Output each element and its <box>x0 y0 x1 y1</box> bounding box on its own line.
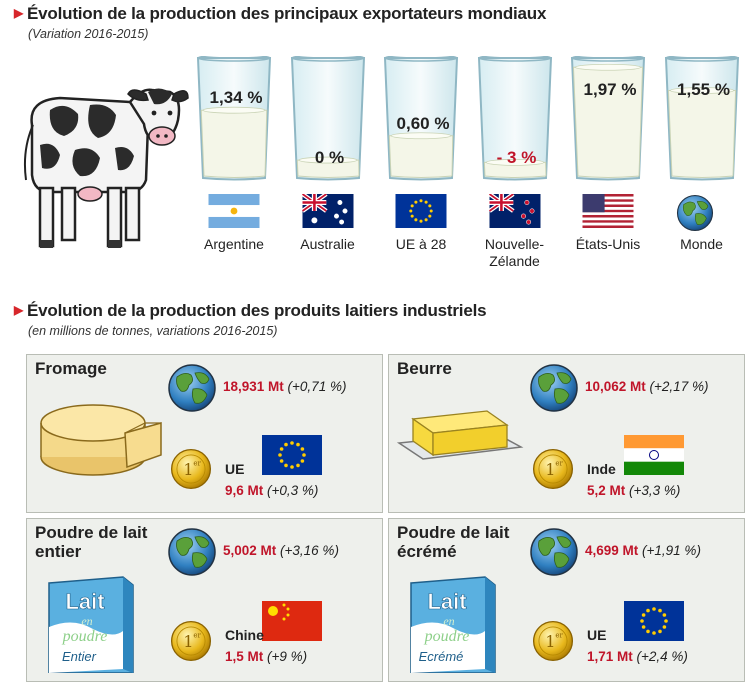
glass-1 <box>290 56 365 181</box>
argentina-flag-icon <box>208 194 260 228</box>
milk-level-0 <box>200 109 268 178</box>
svg-text:er: er <box>193 630 201 639</box>
flag-0 <box>208 194 260 233</box>
product-box: Beurre 10,062 Mt (+2,17 %) 1 er Inde 5,2 Mt (… <box>388 354 745 513</box>
section1-subtitle: (Variation 2016-2015) <box>28 27 149 41</box>
glass-4 <box>570 56 646 181</box>
world-production-value: 4,699 Mt (+1,91 %) <box>585 543 701 558</box>
cow-illustration <box>23 88 189 248</box>
leader-production-value: 5,2 Mt (+3,3 %) <box>587 483 681 498</box>
cheese-illustration <box>40 404 162 476</box>
gold-medal-icon: 1 er <box>170 620 212 662</box>
svg-text:1: 1 <box>545 460 555 479</box>
value-label: 0,60 % <box>396 113 450 133</box>
gold-medal-icon: 1 er <box>532 620 574 662</box>
product-box: Poudre de lait entier Lait en poudre Entier 5,… <box>26 518 383 682</box>
glass-0 <box>196 56 272 181</box>
australia-flag-icon <box>300 192 353 228</box>
milk-level-4 <box>572 66 644 178</box>
leader-production-value: 9,6 Mt (+0,3 %) <box>225 483 319 498</box>
milk-level-5 <box>667 89 736 178</box>
section2-subtitle: (en millions de tonnes, variations 2016-… <box>28 324 278 338</box>
product-name: Poudre de lait écrémé <box>397 523 510 561</box>
svg-text:en: en <box>443 614 454 628</box>
glass-3 <box>477 56 552 181</box>
world-production-value: 5,002 Mt (+3,16 %) <box>223 543 339 558</box>
red-arrow-icon: ▶ <box>14 303 24 317</box>
globe-icon <box>676 194 713 232</box>
world-production-value: 10,062 Mt (+2,17 %) <box>585 379 709 394</box>
flag-2 <box>395 194 447 233</box>
leader-country: Inde <box>587 461 616 477</box>
globe-icon <box>530 528 578 576</box>
svg-text:er: er <box>193 458 201 467</box>
leader-country: UE <box>225 461 245 477</box>
red-arrow-icon: ▶ <box>14 6 24 20</box>
svg-text:er: er <box>555 630 563 639</box>
svg-text:er: er <box>555 458 563 467</box>
country-label: Australie <box>300 236 355 252</box>
milk-level-3 <box>483 161 547 178</box>
product-name: Beurre <box>397 359 452 378</box>
flag-5 <box>676 194 714 237</box>
usa-flag-icon <box>582 194 634 228</box>
globe-icon <box>530 364 578 412</box>
product-box: Poudre de lait écrémé Lait en poudre Ecrémé 4,… <box>388 518 745 682</box>
china-flag-icon <box>262 601 322 641</box>
svg-text:poudre: poudre <box>62 628 108 645</box>
leader-production-value: 1,71 Mt (+2,4 %) <box>587 649 688 664</box>
eu-flag-icon <box>624 601 684 641</box>
svg-text:1: 1 <box>545 632 555 651</box>
svg-text:Lait: Lait <box>65 589 105 614</box>
country-label: Nouvelle- Zélande <box>484 236 545 269</box>
svg-text:Lait: Lait <box>427 589 467 614</box>
leader-production-value: 1,5 Mt (+9 %) <box>225 649 308 664</box>
india-flag-icon <box>624 435 684 475</box>
glass-5 <box>664 56 739 181</box>
milk-level-2 <box>388 135 454 178</box>
country-label: UE à 28 <box>395 236 447 252</box>
value-label: 0 % <box>314 148 345 167</box>
svg-text:poudre: poudre <box>424 628 470 645</box>
svg-text:1: 1 <box>183 632 193 651</box>
country-label: États-Unis <box>575 236 641 252</box>
butter-illustration <box>396 410 524 460</box>
glass-2 <box>383 56 459 181</box>
flag-1 <box>300 192 354 233</box>
world-production-value: 18,931 Mt (+0,71 %) <box>223 379 347 394</box>
svg-text:1: 1 <box>183 460 193 479</box>
product-box: Fromage 18,931 Mt (+0,71 %) 1 er UE 9,6 Mt (+… <box>26 354 383 513</box>
section2-title: ▶ Évolution de la production des produits… <box>14 301 487 320</box>
section1-title: ▶ Évolution de la production des principa… <box>14 4 547 23</box>
globe-icon <box>168 364 216 412</box>
svg-text:en: en <box>81 614 92 628</box>
flag-4 <box>582 194 634 233</box>
new-zealand-flag-icon <box>487 192 540 228</box>
svg-text:Entier: Entier <box>62 649 97 664</box>
milk-level-1 <box>296 159 360 178</box>
eu-flag-icon <box>395 194 447 228</box>
value-label: 1,34 % <box>209 88 263 108</box>
gold-medal-icon: 1 er <box>170 448 212 490</box>
gold-medal-icon: 1 er <box>532 448 574 490</box>
country-label: Argentine <box>204 236 264 252</box>
leader-country: UE <box>587 627 607 643</box>
product-name: Fromage <box>35 359 107 378</box>
flag-3 <box>487 192 541 233</box>
leader-country: Chine <box>225 627 264 643</box>
country-label: Monde <box>680 236 723 252</box>
eu-flag-icon <box>262 435 322 475</box>
value-label: 1,97 % <box>583 80 637 99</box>
product-name: Poudre de lait entier <box>35 523 148 561</box>
value-label: - 3 % <box>496 148 537 167</box>
globe-icon <box>168 528 216 576</box>
svg-text:Ecrémé: Ecrémé <box>419 649 464 664</box>
value-label: 1,55 % <box>677 80 730 99</box>
